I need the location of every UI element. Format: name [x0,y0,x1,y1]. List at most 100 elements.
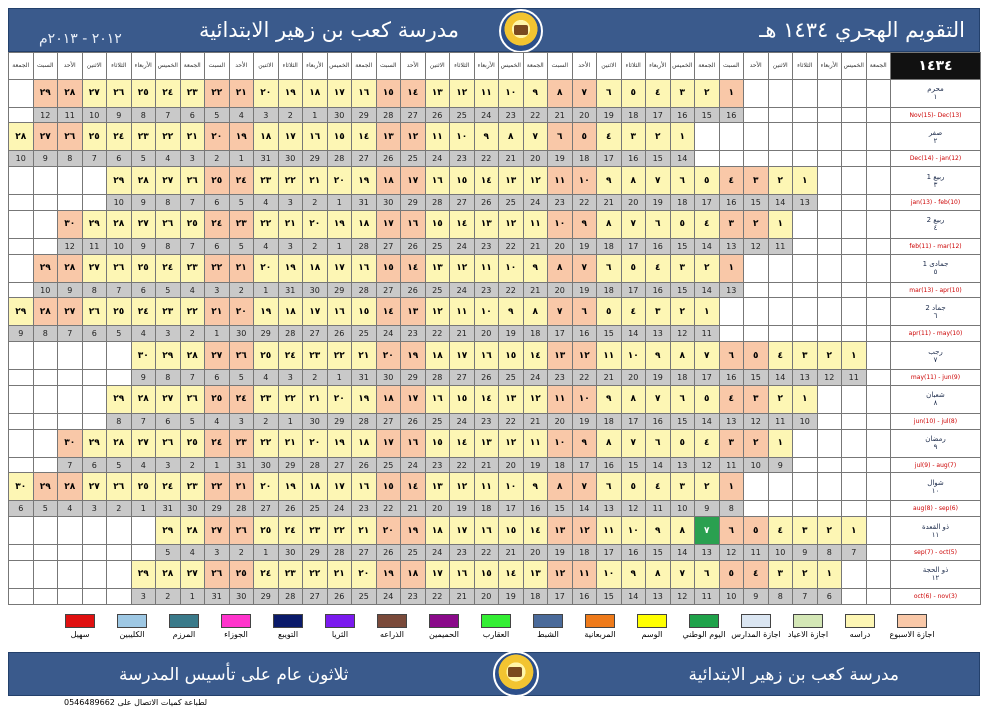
gregorian-day: 29 [253,325,279,343]
hijri-day: ٢ [792,559,818,589]
gregorian-day: 30 [375,194,401,211]
weekday-header: الأحد [228,52,254,80]
gregorian-day [106,369,132,386]
gregorian-day: 30 [302,281,328,299]
gregorian-day: 21 [449,587,475,606]
gregorian-day: 18 [596,281,622,299]
gregorian-day [718,325,744,343]
hijri-day: ٢٧ [204,341,230,371]
gregorian-day [792,106,818,124]
hijri-day: ١٤ [449,209,475,239]
gregorian-day [106,544,132,561]
hijri-day: ١٩ [277,472,303,502]
gregorian-day: 22 [498,412,524,430]
hijri-day: ٧ [620,428,646,458]
gregorian-row: 10 9 8 7 6 5 4 3 2 1 31 30 29 28 27 26 25 24 23 22 21 20 19 18 1… [8,194,981,211]
gregorian-day: 15 [694,106,720,124]
hijri-day [816,166,842,196]
gregorian-day: 26 [400,412,426,430]
legend-label: المرزم [172,630,196,639]
hijri-day: ٢ [767,166,793,196]
gregorian-day: 7 [155,106,181,124]
hijri-day [792,253,818,283]
legend-swatch [533,614,563,628]
hijri-day: ٢٠ [253,78,279,108]
hijri-day: ٢٠ [326,166,352,196]
weekday-header: الخميس [498,52,524,80]
hijri-day [841,209,867,239]
gregorian-day: 17 [547,325,573,343]
hijri-day: ٢ [767,384,793,414]
hijri-day: ٥ [620,472,646,502]
hijri-day: ١٩ [277,253,303,283]
legend-item: المربعانية [570,614,630,639]
gregorian-day: 7 [179,237,205,255]
legend-label: العقارب [482,630,510,639]
gregorian-day [694,150,720,168]
gregorian-day: 16 [596,456,622,474]
legend-item: الشبط [518,614,578,639]
gregorian-day: 15 [596,587,622,606]
hijri-day: ٢٤ [228,384,254,414]
gregorian-day: 16 [718,106,744,124]
hijri-day: ٦ [596,472,622,502]
gregorian-day: 27 [400,106,426,124]
gregorian-day: 6 [204,194,230,211]
gregorian-day: 7 [130,412,156,430]
hijri-day: ١٢ [571,516,597,546]
hijri-day: ٥ [596,297,622,327]
gregorian-day: 2 [179,325,205,343]
hijri-day: ٢٣ [179,472,205,502]
gregorian-day: 11 [841,369,867,386]
hijri-day: ٦ [596,253,622,283]
hijri-day: ٤ [767,341,793,371]
gregorian-day: 10 [8,150,34,168]
month-name: ذو القعدة ١١ [890,516,981,546]
gregorian-day: 25 [449,106,475,124]
hijri-day: ٢٠ [253,253,279,283]
legend-item: اجازة الاسبوع [882,614,942,639]
weekday-header: الثلاثاء [620,52,646,80]
legend-swatch [65,614,95,628]
hijri-day: ٥ [669,209,695,239]
gregorian-day [8,281,34,299]
gregorian-day: 17 [596,544,622,561]
gregorian-day: 8 [130,106,156,124]
hijri-day: ٧ [571,472,597,502]
weekday-header: الثلاثاء [277,52,303,80]
hijri-day: ١٧ [400,384,426,414]
gregorian-day [865,500,891,518]
gregorian-day: 5 [155,544,181,561]
legend: سهيل الكليبين المرزم الجوزاء التويبع الثريا ال… [50,614,935,644]
hijri-day [130,516,156,546]
hijri-day: ٣ [767,559,793,589]
gregorian-day [57,544,83,561]
gregorian-day: 6 [130,281,156,299]
gregorian-day: 25 [351,325,377,343]
month-name: رمضان ٩ [890,428,981,458]
hijri-day [816,122,842,152]
gregorian-day: 12 [816,369,842,386]
weekday-header: الأحد [400,52,426,80]
gregorian-day: 8 [718,500,744,518]
legend-swatch [325,614,355,628]
hijri-day: ٢٧ [130,209,156,239]
hijri-day: ٢١ [351,341,377,371]
gregorian-day: 22 [473,544,499,561]
hijri-day: ٢٨ [32,297,58,327]
legend-item: العقارب [466,614,526,639]
gregorian-day: 17 [620,412,646,430]
month-number: ١٠ [931,486,940,495]
hijri-day: ١ [718,253,744,283]
hijri-day: ١٧ [326,253,352,283]
month-number: ٢ [933,136,938,145]
gregorian-day: 16 [571,587,597,606]
hijri-day: ٢٨ [179,341,205,371]
hijri-day: ١٨ [277,297,303,327]
hijri-day [32,384,58,414]
gregorian-day: 22 [498,237,524,255]
hijri-day [841,122,867,152]
gregorian-day: 7 [81,150,107,168]
gregorian-day: 28 [326,150,352,168]
hijri-day [32,516,58,546]
